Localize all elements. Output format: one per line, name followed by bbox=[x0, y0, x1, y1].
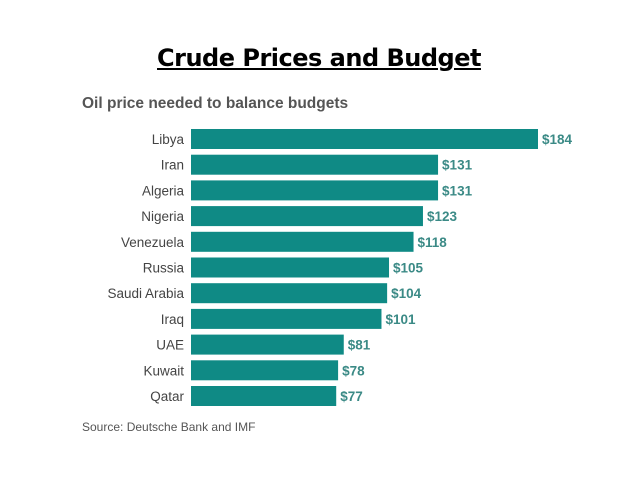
value-label: $78 bbox=[342, 363, 365, 378]
category-label: Algeria bbox=[142, 183, 185, 198]
chart-title: Oil price needed to balance budgets bbox=[82, 95, 348, 112]
value-label: $105 bbox=[393, 261, 424, 276]
bar-qatar bbox=[191, 386, 337, 406]
category-label: Saudi Arabia bbox=[107, 286, 184, 301]
value-label: $184 bbox=[542, 132, 573, 147]
category-label: Venezuela bbox=[121, 235, 185, 250]
category-label: Libya bbox=[152, 132, 185, 147]
category-label: Iran bbox=[161, 158, 184, 173]
category-label: Nigeria bbox=[141, 209, 184, 224]
chart-source: Source: Deutsche Bank and IMF bbox=[82, 420, 255, 434]
bar-libya bbox=[191, 129, 538, 149]
bar-iran bbox=[191, 154, 439, 175]
value-label: $118 bbox=[418, 235, 448, 250]
bar-saudi-arabia bbox=[191, 283, 388, 304]
bar-nigeria bbox=[191, 206, 423, 227]
value-label: $123 bbox=[427, 209, 458, 224]
category-label: Kuwait bbox=[143, 363, 184, 378]
value-label: $101 bbox=[385, 312, 416, 327]
value-label: $131 bbox=[442, 183, 473, 198]
category-label: UAE bbox=[156, 338, 184, 353]
bar-iraq bbox=[191, 308, 382, 329]
category-label: Russia bbox=[143, 261, 185, 276]
bar-venezuela bbox=[191, 231, 414, 252]
value-label: $104 bbox=[391, 286, 422, 301]
slide-title: Crude Prices and Budget bbox=[157, 44, 481, 72]
bar-algeria bbox=[191, 180, 439, 201]
bar-kuwait bbox=[191, 360, 339, 381]
value-label: $81 bbox=[348, 338, 371, 353]
bar-russia bbox=[191, 257, 390, 278]
bars-group: Libya $184 Iran $131 Algeria $131 Nigeria $123 V… bbox=[107, 129, 573, 406]
value-label: $77 bbox=[340, 389, 363, 404]
value-label: $131 bbox=[442, 158, 473, 173]
category-label: Qatar bbox=[150, 389, 184, 404]
bar-uae bbox=[191, 334, 344, 355]
category-label: Iraq bbox=[161, 312, 184, 327]
